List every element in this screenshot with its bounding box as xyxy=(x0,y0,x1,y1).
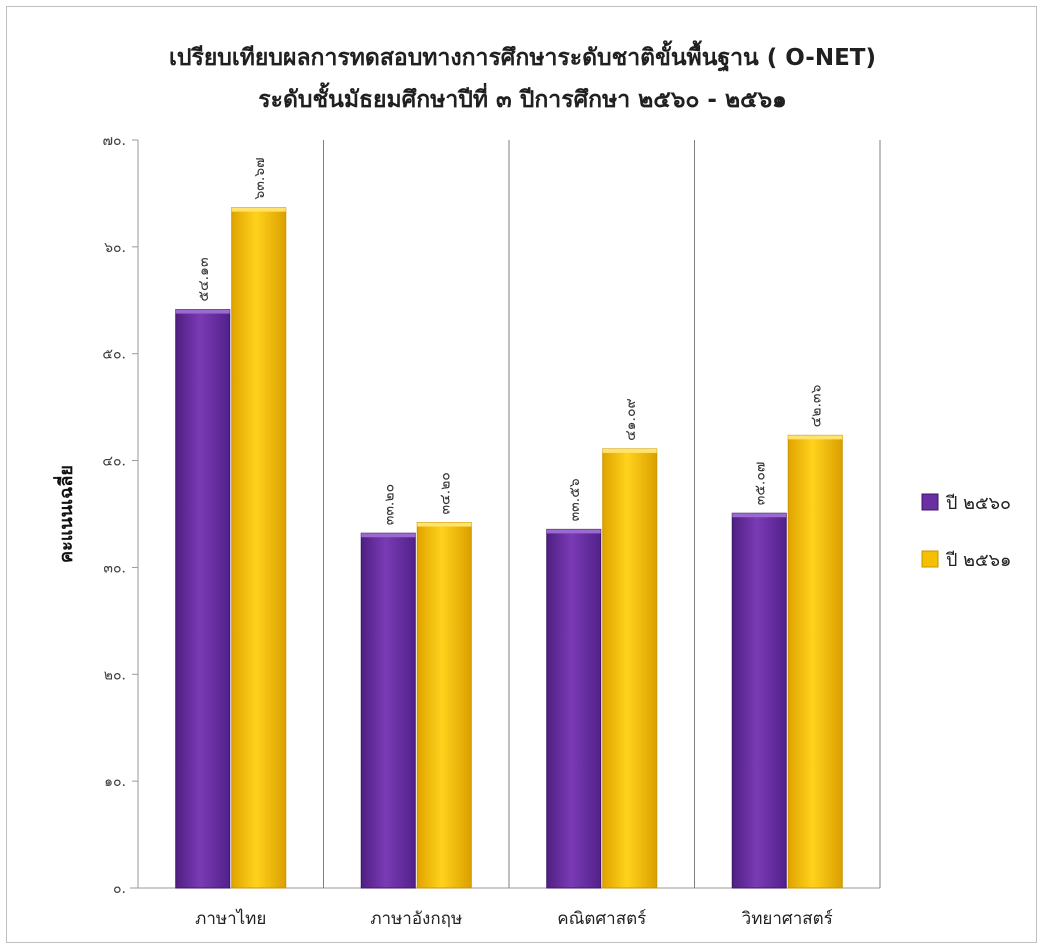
data-label: ๖๓.๖๗ xyxy=(252,157,268,199)
y-axis-label: คะแนนเฉลี่ย xyxy=(53,465,77,563)
bar-top-highlight xyxy=(361,533,416,538)
category-label: ภาษาไทย xyxy=(195,908,266,929)
data-label: ๓๔.๒๐ xyxy=(437,472,453,514)
bar xyxy=(602,448,658,889)
legend-entry: ปี ๒๕๖๑ xyxy=(946,550,1012,571)
data-label: ๓๕.๐๗ xyxy=(752,462,768,506)
bar-top-highlight xyxy=(788,435,843,440)
y-tick-label: ๓๐. xyxy=(103,560,126,576)
bar xyxy=(787,434,843,889)
data-label: ๓๓.๕๖ xyxy=(567,478,583,521)
category-label: วิทยาศาสตร์ xyxy=(741,909,833,929)
bar-top-highlight xyxy=(602,448,657,453)
data-label: ๔๑.๐๙ xyxy=(623,398,639,441)
y-tick-label: ๖๐. xyxy=(104,240,126,256)
bar-top-highlight xyxy=(231,207,286,212)
bar-top-highlight xyxy=(732,513,787,518)
bar-top-highlight xyxy=(175,309,230,314)
category-label: คณิตศาสตร์ xyxy=(557,909,646,929)
legend-entry: ปี ๒๕๖๐ xyxy=(946,493,1011,514)
data-label: ๕๔.๑๓ xyxy=(196,257,212,301)
legend-swatch xyxy=(921,550,939,568)
y-tick-label: ๒๐. xyxy=(104,667,126,683)
bar xyxy=(731,512,787,889)
bar xyxy=(231,207,287,889)
y-tick-label: ๑๐. xyxy=(104,774,126,790)
legend-swatch xyxy=(921,493,939,511)
bar-top-highlight xyxy=(417,522,472,527)
bar-top-highlight xyxy=(546,529,601,534)
data-label: ๓๓.๒๐ xyxy=(381,484,397,525)
bar xyxy=(360,532,416,889)
bar xyxy=(416,522,472,889)
y-tick-label: ๐. xyxy=(113,881,126,897)
data-label: ๔๒.๓๖ xyxy=(808,385,824,428)
bar xyxy=(175,309,231,889)
bar xyxy=(546,528,602,889)
y-tick-label: ๗๐. xyxy=(102,133,126,149)
category-label: ภาษาอังกฤษ xyxy=(370,909,462,929)
y-tick-label: ๔๐. xyxy=(102,454,126,470)
y-tick-label: ๕๐. xyxy=(102,347,126,363)
chart-title: เปรียบเทียบผลการทดสอบทางการศึกษาระดับชาต… xyxy=(169,45,876,71)
chart-subtitle: ระดับชั้นมัธยมศึกษาปีที่ ๓ ปีการศึกษา ๒๕… xyxy=(258,87,787,113)
